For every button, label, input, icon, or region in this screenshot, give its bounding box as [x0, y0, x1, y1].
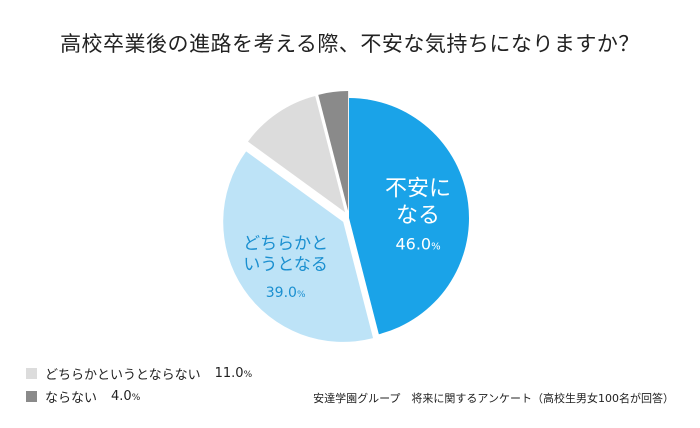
legend: どちらかというとならない 11.0% ならない 4.0%: [26, 362, 252, 408]
legend-swatch: [26, 391, 37, 402]
pie-slice-0: [349, 98, 470, 335]
legend-value: 4.0%: [111, 389, 141, 404]
slice-label: いうとなる: [243, 255, 328, 275]
legend-label: ならない: [45, 391, 98, 406]
pie-slice-1: [223, 151, 374, 342]
slice-label: 不安に: [385, 176, 451, 201]
slice-value-label: 46.0%: [395, 234, 440, 253]
slice-label: どちらかと: [243, 234, 328, 254]
chart-title: 高校卒業後の進路を考える際、不安な気持ちになりますか？: [60, 32, 640, 56]
legend-item-somewhat-no: どちらかというとならない 11.0%: [26, 362, 252, 385]
legend-item-no: ならない 4.0%: [26, 385, 252, 408]
slice-label: なる: [396, 203, 440, 228]
source-note: 安達学園グループ 将来に関するアンケート（高校生男女100名が回答）: [313, 392, 674, 405]
legend-label: どちらかというとならない: [45, 368, 201, 383]
slice-value-label: 39.0%: [266, 285, 306, 301]
pie-slice-2: [247, 95, 346, 213]
legend-value: 11.0%: [214, 366, 253, 381]
pie-slice-3: [318, 91, 349, 212]
legend-swatch: [26, 368, 37, 379]
